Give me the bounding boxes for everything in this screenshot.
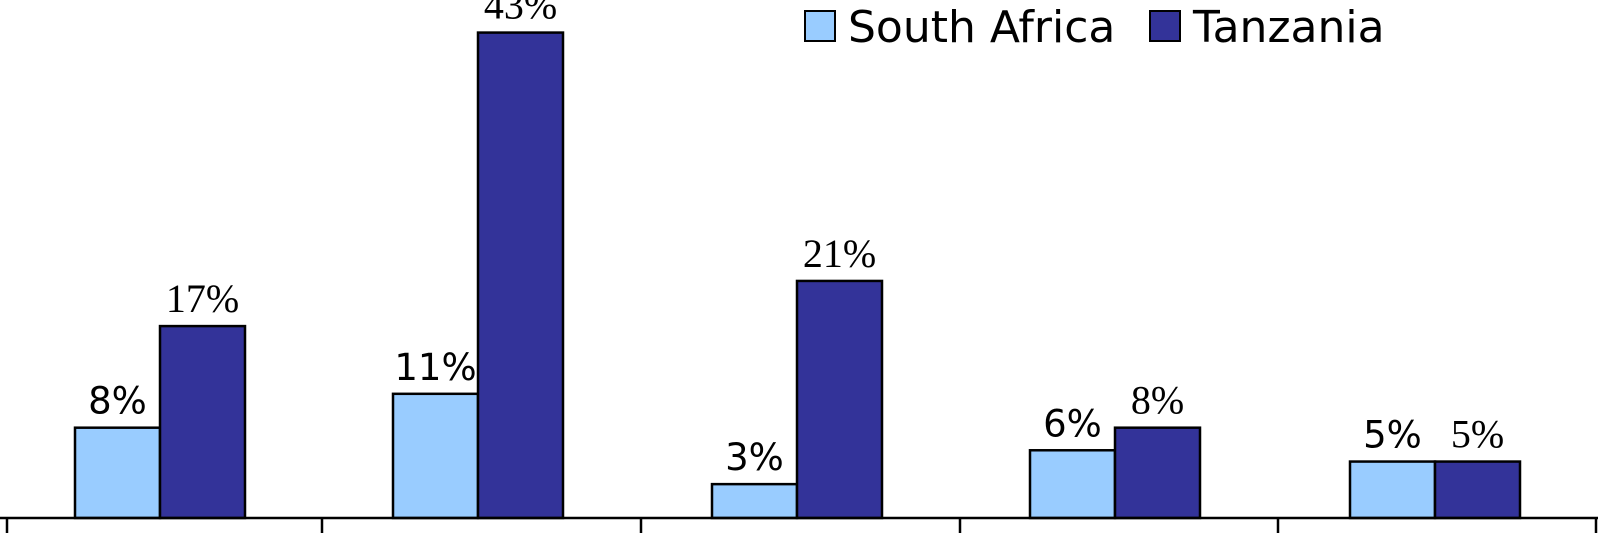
- bar-south-africa-1: [73, 426, 162, 520]
- x-axis: [0, 516, 1598, 533]
- bar-tanzania-1: [158, 324, 247, 520]
- bars-layer: [73, 31, 1522, 520]
- data-label-tanzania-4: 8%: [1131, 378, 1184, 423]
- legend-swatch-tanzania: [1149, 10, 1181, 42]
- legend-swatch-south-africa: [804, 10, 836, 42]
- bar-tanzania-4: [1113, 426, 1202, 520]
- data-label-south-africa-4: 6%: [1043, 402, 1102, 445]
- data-label-south-africa-2: 11%: [394, 346, 476, 389]
- legend-label-south-africa: South Africa: [848, 2, 1115, 53]
- legend: South Africa Tanzania: [804, 2, 1385, 53]
- data-labels-layer: 8% 11% 3% 6% 5% 17% 43% 21% 8% 5%: [88, 0, 1504, 479]
- data-label-south-africa-1: 8%: [88, 380, 147, 423]
- bar-tanzania-3: [795, 279, 884, 520]
- bar-south-africa-2: [391, 392, 480, 520]
- data-label-south-africa-3: 3%: [725, 436, 784, 479]
- data-label-tanzania-2: 43%: [484, 0, 557, 28]
- bar-tanzania-5: [1433, 460, 1522, 520]
- data-label-tanzania-3: 21%: [803, 231, 876, 276]
- data-label-tanzania-5: 5%: [1451, 412, 1504, 457]
- data-label-tanzania-1: 17%: [166, 276, 239, 321]
- data-label-south-africa-5: 5%: [1363, 414, 1422, 457]
- bar-south-africa-4: [1028, 449, 1117, 520]
- bar-south-africa-3: [710, 482, 799, 520]
- bar-tanzania-2: [476, 31, 565, 520]
- legend-label-tanzania: Tanzania: [1192, 2, 1385, 53]
- bar-south-africa-5: [1348, 460, 1437, 520]
